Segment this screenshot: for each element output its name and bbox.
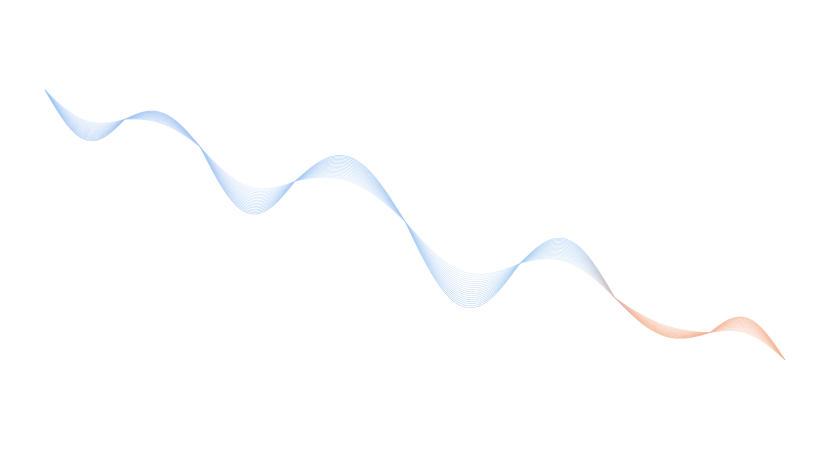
wave-line [44, 89, 786, 361]
wave-line [44, 89, 786, 361]
wave-line [44, 89, 786, 361]
wave-line-group [44, 89, 786, 361]
wave-line [44, 89, 786, 361]
wave-line [44, 89, 786, 361]
wave-line [44, 89, 786, 361]
wave-line [44, 89, 786, 361]
wave-line [44, 89, 786, 361]
wave-line [44, 89, 786, 361]
wave-line [44, 89, 786, 361]
wave-line [44, 89, 786, 361]
wave-line [44, 89, 786, 361]
wave-line [44, 89, 786, 361]
wave-line [44, 89, 786, 361]
wave-line [44, 89, 786, 361]
wave-line [44, 89, 786, 361]
wave-line [44, 89, 786, 361]
wave-line [44, 89, 786, 361]
